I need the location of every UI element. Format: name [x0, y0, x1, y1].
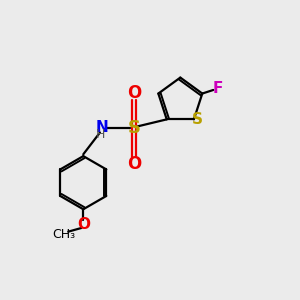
Text: O: O	[127, 155, 141, 173]
Text: S: S	[128, 119, 141, 137]
Text: H: H	[96, 128, 105, 141]
Text: O: O	[127, 84, 141, 102]
Text: F: F	[212, 81, 223, 96]
Text: CH₃: CH₃	[52, 228, 75, 241]
Text: O: O	[77, 217, 90, 232]
Text: N: N	[95, 120, 108, 135]
Text: S: S	[192, 112, 203, 127]
